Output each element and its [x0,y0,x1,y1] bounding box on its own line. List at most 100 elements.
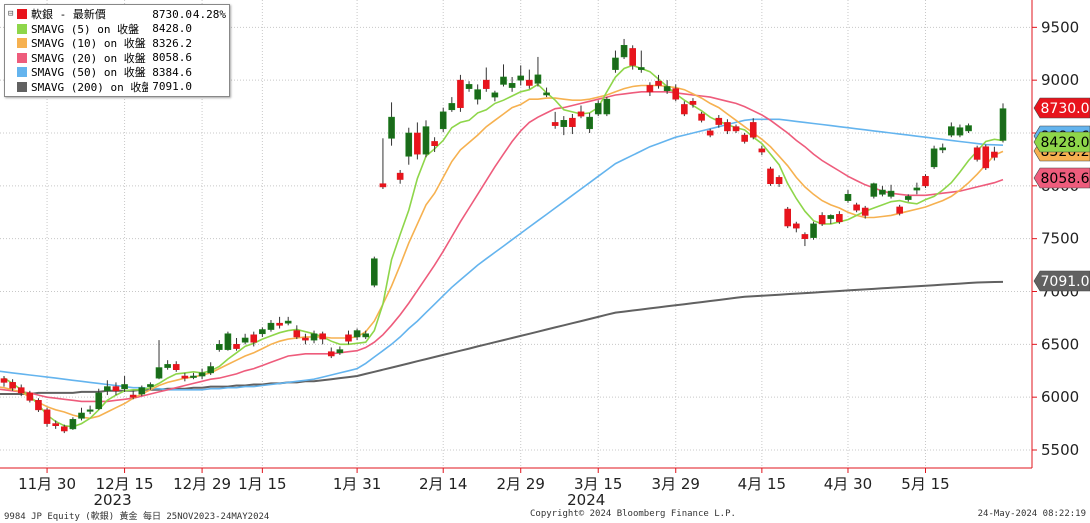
candle-body [844,193,852,201]
legend-entry-sma200[interactable]: SMAVG (200) on 收盤 7091.0 [8,80,226,95]
value-tag-box [1033,270,1090,292]
candle [121,376,128,392]
sma-line-4 [0,118,1004,391]
legend-name: SMAVG (20) on 收盤 [31,51,146,65]
candle [741,133,748,144]
candle [267,320,275,332]
candle [112,382,120,396]
candle-body [655,80,662,86]
x-tick-label: 4月 30 [824,475,872,493]
candle-body [35,400,42,411]
candle-body [17,387,25,394]
candle-body [336,349,344,354]
candle-body [69,419,77,430]
legend-entry-sma50[interactable]: SMAVG (50) on 收盤 8384.6 [8,65,226,80]
candle-body [293,330,301,338]
candle-body [405,132,413,157]
candle [646,82,654,97]
candle-body [922,176,929,187]
collapse-icon[interactable]: ⊟ [8,9,14,20]
value-tag-label: 8058.6 [1041,171,1090,187]
candle-body [26,392,34,401]
candle [948,122,955,138]
candle-body [870,183,878,197]
candle-body [448,103,456,111]
x-tick-label: 1月 15 [238,475,286,493]
x-tick-label: 5月 15 [901,475,949,493]
candle [844,190,852,203]
candle-body [362,333,370,338]
candle [698,111,705,123]
y-tick-label: 5500 [1041,441,1079,459]
candle [827,214,835,224]
candle-body [198,372,206,377]
candle-body [147,384,154,387]
footer-security-info: 9984 JP Equity (軟銀) 黃金 每日 25NOV2023-24MA… [4,512,270,522]
candle-body [465,84,473,89]
candle-body [164,364,171,368]
candle [35,398,42,412]
candle [155,340,163,380]
candle [594,100,602,117]
candle-body [474,89,481,100]
candle-body [500,76,507,85]
candle-body [637,67,645,70]
y-tick-label: 6500 [1041,335,1079,353]
candle-body [991,151,998,158]
candle [870,182,878,199]
legend[interactable]: ⊟ 軟銀 - 最新價 8730.0 4.28% SMAVG (5) on 收盤 … [4,4,230,97]
candle [465,81,473,92]
candle [586,112,593,133]
y-tick-label: 6000 [1041,388,1079,406]
candle-body [551,122,559,126]
candle-body [508,83,516,88]
candle-body [629,48,636,66]
candle [551,111,559,129]
legend-change: 4.28% [192,7,226,21]
candle-body [78,412,85,419]
candle [577,105,585,119]
candle-body [672,88,680,100]
candle-body [577,111,585,117]
candle [198,368,206,380]
candle-body [646,85,654,93]
candle-body [371,258,378,286]
legend-name: 軟銀 - 最新價 [31,8,106,22]
legend-entry-sma20[interactable]: SMAVG (20) on 收盤 8058.6 [8,51,226,66]
sma-line-1 [3,64,1004,428]
candle-body [879,189,886,195]
candle [181,372,189,382]
legend-entry-price[interactable]: ⊟ 軟銀 - 最新價 8730.0 4.28% [8,7,226,22]
candle-body [594,103,602,115]
candle-body [939,147,947,151]
candle [896,204,903,216]
candle-body [706,130,714,136]
value-tag-box [1033,97,1090,119]
candle-body [948,126,955,136]
candle [26,390,34,403]
value-tag-label: 7091.0 [1041,274,1090,290]
candle [526,69,533,89]
candle-body [784,208,791,227]
candle [371,256,378,288]
legend-value: 7091.0 [152,80,192,94]
candle [405,127,413,165]
candle-body [284,320,292,324]
candle [956,124,964,138]
candle-body [681,104,688,115]
y-tick-label: 9500 [1041,18,1079,36]
candle-body [569,117,576,127]
legend-swatch [17,81,27,92]
candle [388,102,395,146]
candle-body [758,148,766,153]
candle-body [52,423,59,426]
candle [474,84,481,105]
candle [216,340,223,352]
legend-entry-sma5[interactable]: SMAVG (5) on 收盤 8428.0 [8,22,226,37]
candle-body [526,79,533,86]
candle-body [233,344,240,349]
legend-entry-sma10[interactable]: SMAVG (10) on 收盤 8326.2 [8,36,226,51]
x-tick-label: 12月 15 [96,475,154,493]
candle [353,328,361,341]
